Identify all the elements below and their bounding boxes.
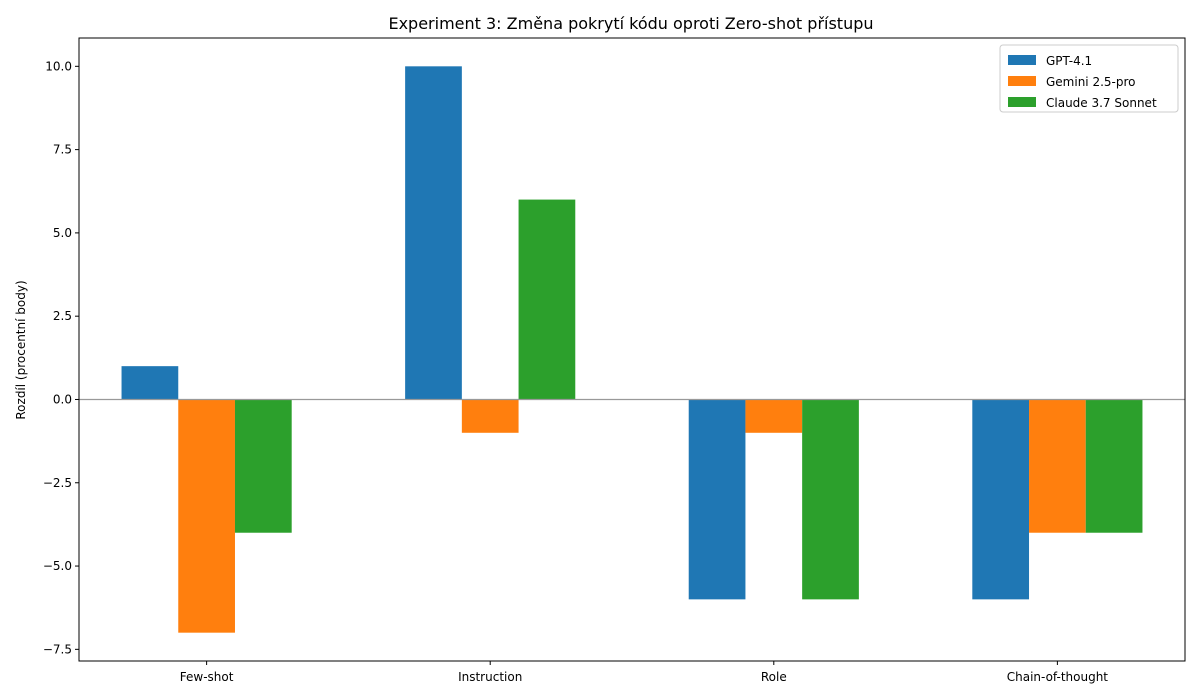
bar-claude-3-7-sonnet-role bbox=[802, 399, 859, 600]
bar-gemini-2-5-pro-chain-of-thought bbox=[1029, 399, 1086, 533]
y-tick-label: 7.5 bbox=[53, 143, 72, 157]
legend-swatch bbox=[1008, 55, 1036, 65]
y-tick-label: 10.0 bbox=[45, 59, 72, 73]
bar-gpt-4-1-instruction bbox=[405, 66, 462, 400]
legend-label: Claude 3.7 Sonnet bbox=[1046, 96, 1157, 110]
legend-label: Gemini 2.5-pro bbox=[1046, 75, 1136, 89]
bar-claude-3-7-sonnet-instruction bbox=[518, 199, 576, 400]
bar-claude-3-7-sonnet-chain-of-thought bbox=[1085, 399, 1143, 533]
x-tick-label: Instruction bbox=[458, 670, 522, 684]
x-tick-label: Few-shot bbox=[180, 670, 234, 684]
y-tick-label: 0.0 bbox=[53, 392, 72, 406]
bar-gpt-4-1-chain-of-thought bbox=[972, 399, 1030, 600]
bar-gemini-2-5-pro-role bbox=[745, 399, 803, 433]
bar-claude-3-7-sonnet-few-shot bbox=[234, 399, 292, 533]
bar-gpt-4-1-role bbox=[688, 399, 746, 600]
y-tick-label: 2.5 bbox=[53, 309, 72, 323]
legend: GPT-4.1 Gemini 2.5-pro Claude 3.7 Sonnet bbox=[999, 44, 1179, 113]
legend-swatch bbox=[1008, 76, 1036, 86]
legend-swatch bbox=[1008, 97, 1036, 107]
y-tick-label: −5.0 bbox=[43, 559, 72, 573]
plot-frame bbox=[78, 37, 1186, 662]
legend-box bbox=[999, 44, 1179, 113]
legend-label: GPT-4.1 bbox=[1046, 54, 1092, 68]
bar-gemini-2-5-pro-few-shot bbox=[178, 399, 235, 633]
bar-gemini-2-5-pro-instruction bbox=[461, 399, 519, 433]
y-tick-label: −2.5 bbox=[43, 476, 72, 490]
x-tick-label: Chain-of-thought bbox=[1007, 670, 1109, 684]
plot-area: −7.5 −5.0 −2.5 0.0 2.5 5.0 7.5 10.0 Few-shot Inst… bbox=[43, 37, 1186, 684]
chart-title: Experiment 3: Změna pokrytí kódu oproti … bbox=[388, 14, 873, 33]
bar-gpt-4-1-few-shot bbox=[121, 366, 179, 400]
x-tick-label: Role bbox=[761, 670, 787, 684]
y-axis-label: Rozdíl (procentní body) bbox=[14, 280, 28, 419]
y-tick-label: 5.0 bbox=[53, 226, 72, 240]
y-tick-label: −7.5 bbox=[43, 642, 72, 656]
